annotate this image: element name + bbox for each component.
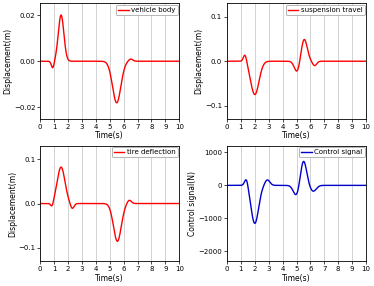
- Y-axis label: Displacement(m): Displacement(m): [8, 170, 17, 237]
- Y-axis label: Displacement(m): Displacement(m): [3, 28, 12, 94]
- Legend: tire deflection: tire deflection: [112, 147, 178, 157]
- Y-axis label: Control signal(N): Control signal(N): [188, 171, 197, 236]
- Legend: suspension travel: suspension travel: [285, 5, 365, 15]
- Legend: vehicle body: vehicle body: [116, 5, 178, 15]
- X-axis label: Time(s): Time(s): [95, 131, 124, 140]
- Legend: Control signal: Control signal: [299, 147, 365, 157]
- X-axis label: Time(s): Time(s): [282, 131, 311, 140]
- X-axis label: Time(s): Time(s): [282, 273, 311, 283]
- Y-axis label: Displacement(m): Displacement(m): [194, 28, 204, 94]
- X-axis label: Time(s): Time(s): [95, 273, 124, 283]
